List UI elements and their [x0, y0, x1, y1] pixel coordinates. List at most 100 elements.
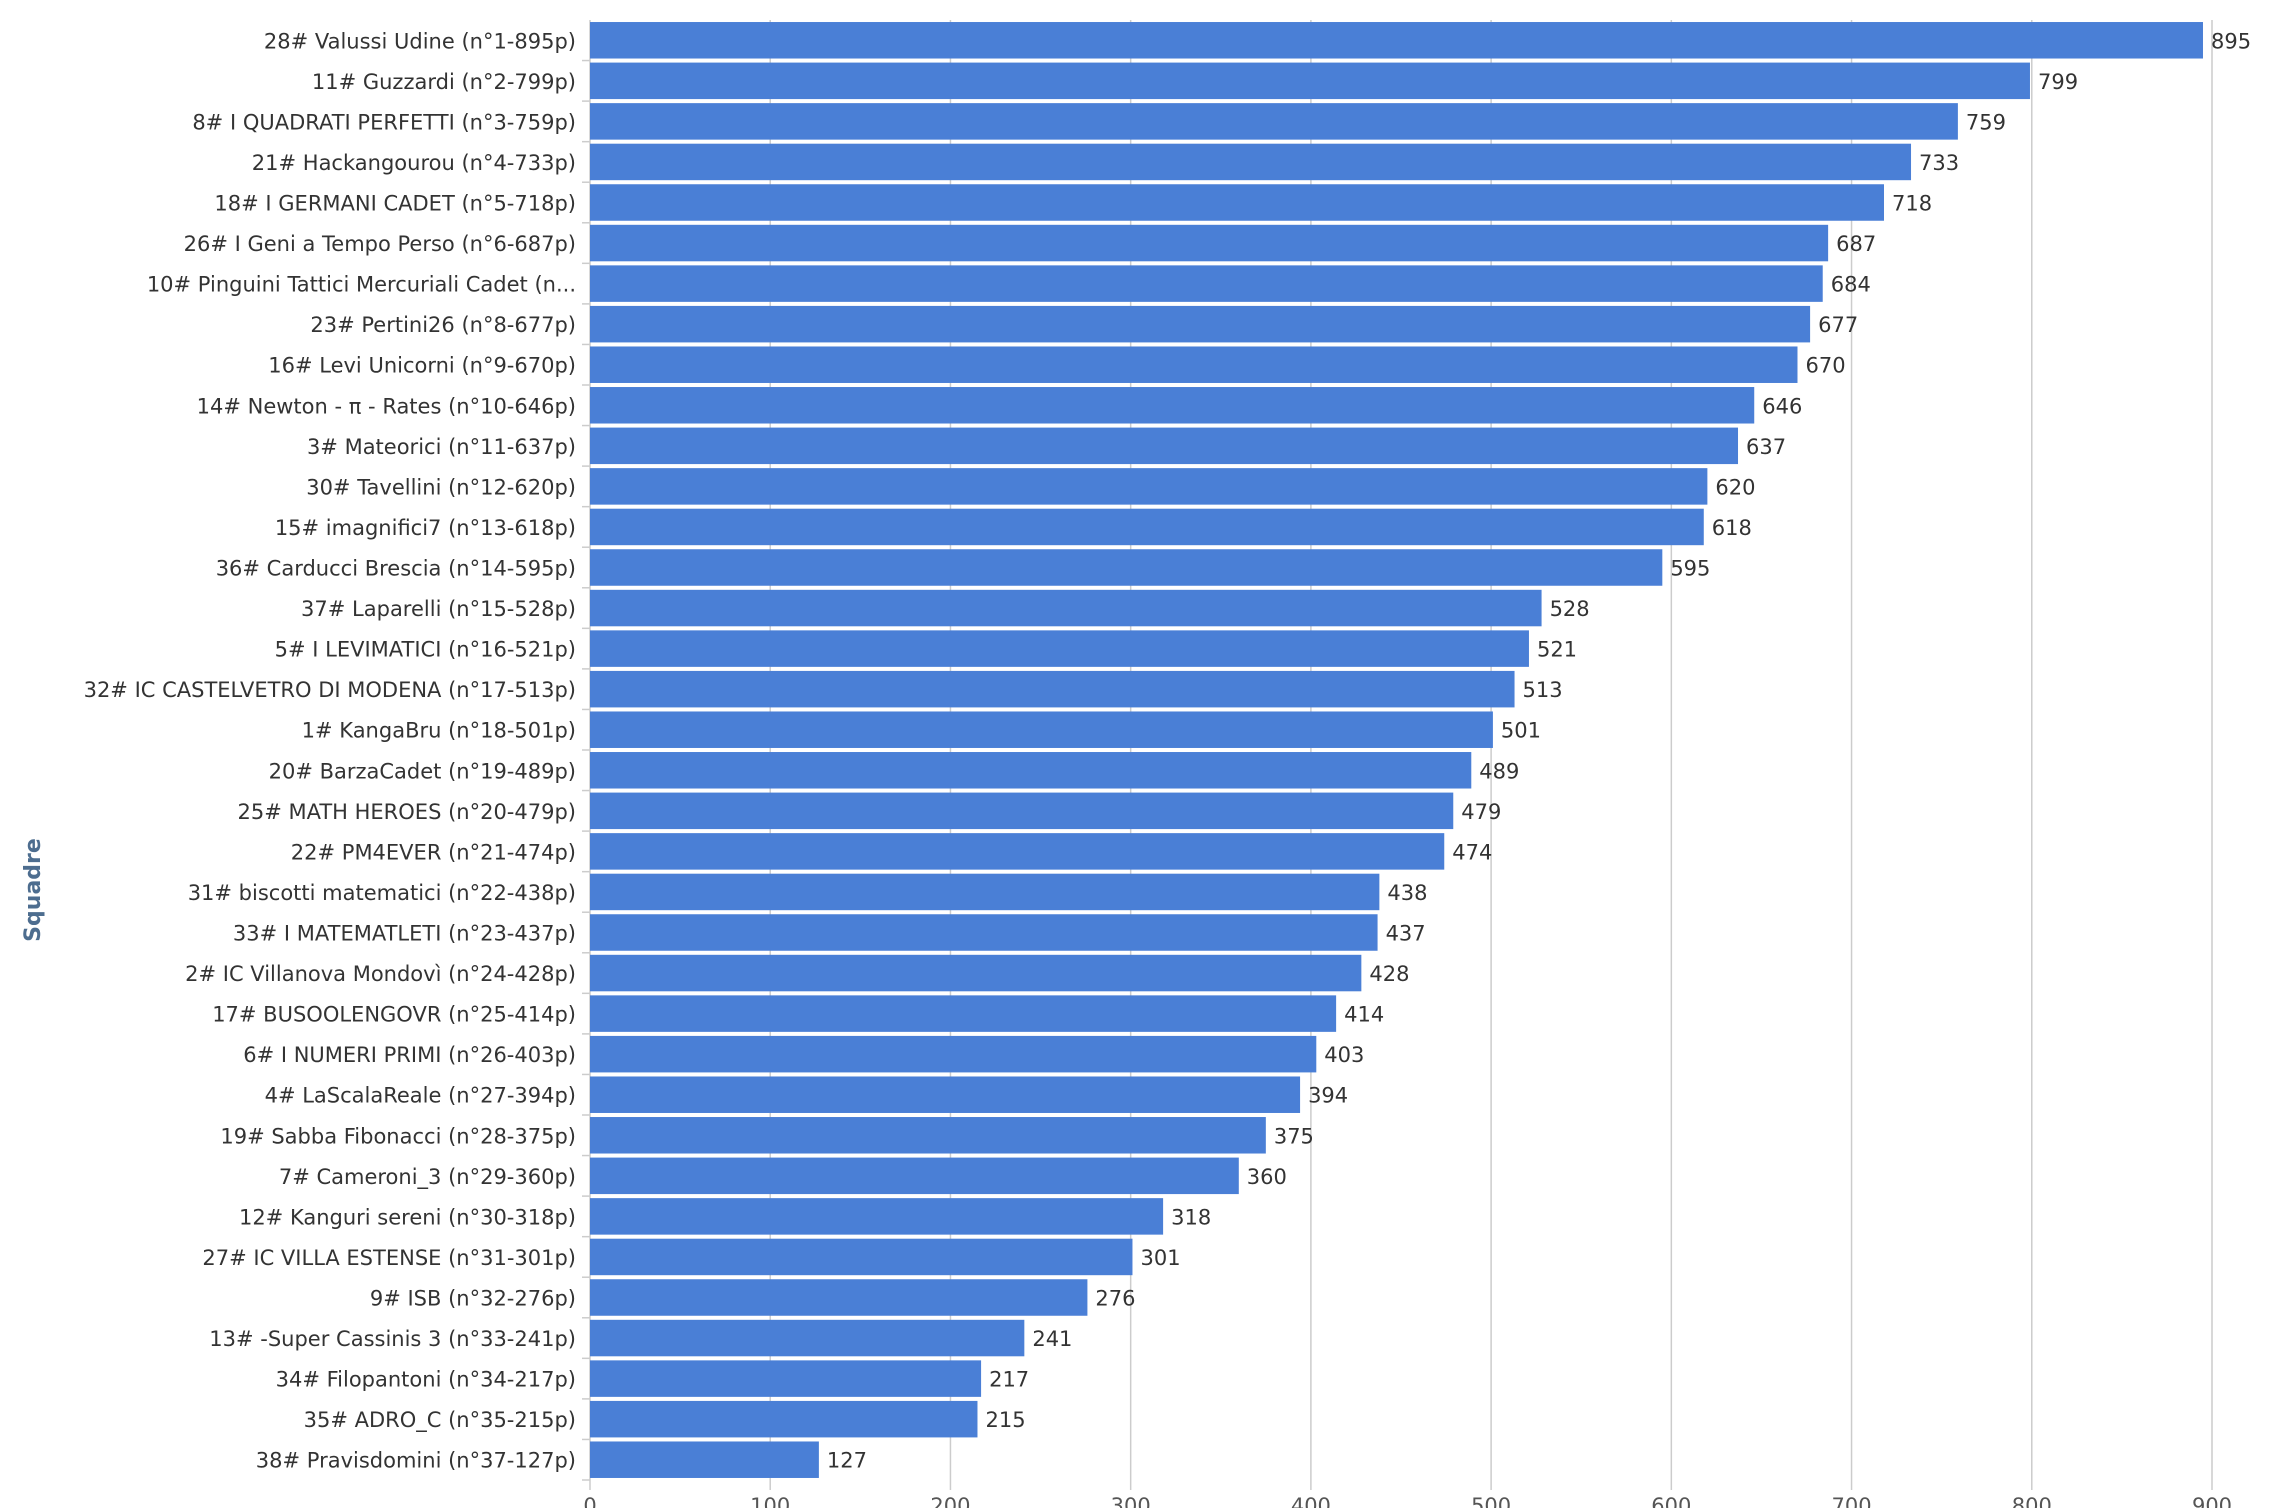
bar[interactable]: [590, 184, 1884, 221]
value-label: 217: [989, 1368, 1029, 1392]
value-label: 677: [1818, 313, 1858, 337]
bar[interactable]: [590, 305, 1811, 343]
category-label: 19# Sabba Fibonacci (n°28-375p): [220, 1124, 576, 1148]
bar[interactable]: [590, 1360, 982, 1397]
value-label: 528: [1550, 597, 1590, 621]
grid-lines: [582, 20, 2213, 1481]
value-label: 620: [1715, 475, 1755, 499]
x-tick-label: 600: [1651, 1494, 1691, 1508]
value-label: 501: [1501, 719, 1541, 743]
category-label: 12# Kanguri sereni (n°30-318p): [239, 1205, 576, 1229]
category-label: 10# Pinguini Tattici Mercuriali Cadet (n…: [147, 273, 576, 297]
value-label: 646: [1762, 394, 1802, 418]
bar[interactable]: [590, 387, 1755, 424]
category-label: 23# Pertini26 (n°8-677p): [310, 313, 576, 337]
bar[interactable]: [590, 1117, 1266, 1154]
category-label: 28# Valussi Udine (n°1-895p): [264, 29, 576, 53]
value-label: 618: [1712, 516, 1752, 540]
value-label: 474: [1452, 840, 1492, 864]
bar[interactable]: [590, 711, 1493, 748]
bar[interactable]: [590, 995, 1337, 1032]
x-tick-label: 500: [1471, 1494, 1511, 1508]
category-label: 34# Filopantoni (n°34-217p): [276, 1368, 576, 1392]
bar[interactable]: [590, 143, 1912, 181]
value-label: 414: [1344, 1003, 1384, 1027]
category-label: 21# Hackangourou (n°4-733p): [252, 151, 576, 175]
category-label: 7# Cameroni_3 (n°29-360p): [279, 1165, 576, 1190]
x-tick-label: 300: [1111, 1494, 1151, 1508]
bar[interactable]: [590, 265, 1823, 302]
bar[interactable]: [590, 954, 1362, 992]
value-label: 428: [1369, 962, 1409, 986]
bar[interactable]: [590, 1400, 978, 1438]
value-label: 687: [1836, 232, 1876, 256]
category-label: 1# KangaBru (n°18-501p): [302, 719, 576, 743]
bar[interactable]: [590, 1441, 819, 1478]
bar[interactable]: [590, 1076, 1301, 1113]
x-tick-label: 200: [930, 1494, 970, 1508]
value-label: 360: [1247, 1165, 1287, 1189]
y-axis-title: Squadre: [21, 838, 46, 942]
x-axis-ticks: 0 100 200 300 400 500 600 700 800 900: [583, 1480, 2232, 1508]
x-tick-label: 400: [1291, 1494, 1331, 1508]
bar[interactable]: [590, 914, 1378, 951]
value-label: 684: [1831, 273, 1871, 297]
value-label: 521: [1537, 638, 1577, 662]
bar[interactable]: [590, 103, 1958, 140]
bar[interactable]: [590, 589, 1542, 627]
category-label: 35# ADRO_C (n°35-215p): [304, 1408, 576, 1433]
category-label: 37# Laparelli (n°15-528p): [301, 597, 576, 621]
value-label: 438: [1387, 881, 1427, 905]
value-labels: 8957997597337186876846776706466376206185…: [827, 29, 2251, 1472]
category-label: 9# ISB (n°32-276p): [370, 1287, 576, 1311]
x-tick-label: 800: [2012, 1494, 2052, 1508]
bar[interactable]: [590, 549, 1663, 586]
bar[interactable]: [590, 1157, 1239, 1195]
category-label: 38# Pravisdomini (n°37-127p): [256, 1449, 576, 1473]
category-label: 11# Guzzardi (n°2-799p): [312, 70, 576, 94]
value-label: 276: [1095, 1287, 1135, 1311]
value-label: 513: [1523, 678, 1563, 702]
value-label: 895: [2211, 29, 2251, 53]
bar[interactable]: [590, 833, 1445, 870]
value-label: 759: [1966, 110, 2006, 134]
value-label: 718: [1892, 192, 1932, 216]
bar[interactable]: [590, 346, 1798, 383]
bar[interactable]: [590, 1238, 1133, 1276]
bar[interactable]: [590, 62, 2030, 100]
bar[interactable]: [590, 752, 1472, 789]
bar[interactable]: [590, 873, 1380, 911]
bar[interactable]: [590, 1198, 1164, 1235]
bar[interactable]: [590, 224, 1829, 262]
category-label: 15# imagnifici7 (n°13-618p): [275, 516, 576, 540]
bar[interactable]: [590, 508, 1704, 546]
value-label: 318: [1171, 1205, 1211, 1229]
value-label: 670: [1805, 354, 1845, 378]
category-label: 30# Tavellini (n°12-620p): [306, 475, 576, 499]
value-label: 595: [1670, 557, 1710, 581]
category-label: 31# biscotti matematici (n°22-438p): [188, 881, 576, 905]
bar[interactable]: [590, 670, 1515, 708]
category-label: 18# I GERMANI CADET (n°5-718p): [214, 192, 576, 216]
value-label: 301: [1140, 1246, 1180, 1270]
bar[interactable]: [590, 792, 1454, 830]
value-label: 479: [1461, 800, 1501, 824]
category-label: 36# Carducci Brescia (n°14-595p): [216, 557, 576, 581]
bar[interactable]: [590, 427, 1739, 465]
value-label: 437: [1386, 922, 1426, 946]
bar[interactable]: [590, 1279, 1088, 1316]
value-label: 733: [1919, 151, 1959, 175]
category-label: 5# I LEVIMATICI (n°16-521p): [275, 638, 576, 662]
value-label: 215: [985, 1408, 1025, 1432]
bar[interactable]: [590, 630, 1529, 667]
value-label: 241: [1032, 1327, 1072, 1351]
bar[interactable]: [590, 1319, 1025, 1357]
category-label: 33# I MATEMATLETI (n°23-437p): [233, 922, 576, 946]
x-tick-label: 700: [1832, 1494, 1872, 1508]
bar[interactable]: [590, 1035, 1317, 1073]
bar[interactable]: [590, 22, 2203, 59]
value-label: 403: [1324, 1043, 1364, 1067]
bar[interactable]: [590, 468, 1708, 505]
bars: [590, 22, 2203, 1478]
